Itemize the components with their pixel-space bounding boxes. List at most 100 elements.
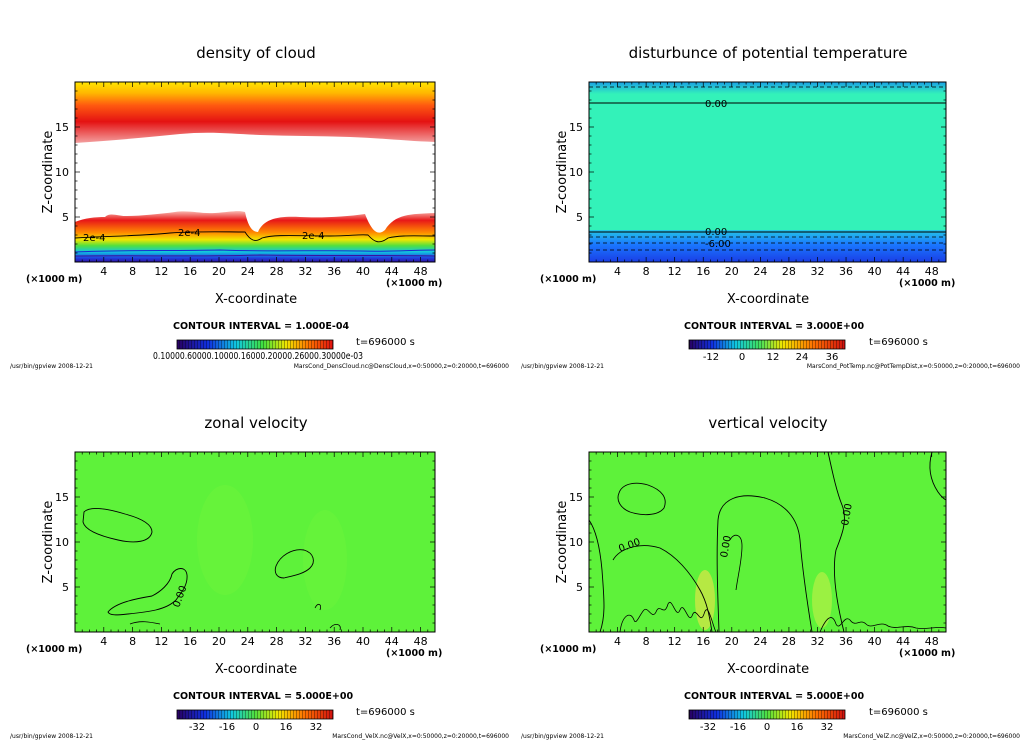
- x-tick-label: 32: [298, 265, 312, 278]
- contour-line: [82, 507, 153, 543]
- x-unit-label-right: (×1000 m): [386, 278, 442, 289]
- x-tick-label: 12: [154, 635, 168, 648]
- x-tick-label: 8: [643, 635, 650, 648]
- time-label: t=696000 s: [356, 707, 415, 718]
- footer-left: /usr/bin/gpview 2008-12-21: [521, 733, 604, 740]
- contour-interval: CONTOUR INTERVAL = 1.000E-04: [173, 321, 349, 332]
- x-tick-label: 28: [782, 265, 796, 278]
- contour-interval: CONTOUR INTERVAL = 3.000E+00: [684, 321, 864, 332]
- y-tick-label: 10: [569, 536, 583, 549]
- colorbar-tick: -32: [189, 722, 205, 733]
- x-tick-label: 40: [868, 635, 882, 648]
- contour-label: 2e-4: [178, 228, 201, 239]
- footer-right: MarsCond_PotTemp.nc@PotTempDist,x=0:5000…: [807, 363, 1020, 370]
- x-tick-label: 16: [183, 635, 197, 648]
- y-ticks: 5 10 15: [569, 81, 946, 263]
- x-unit-label-left: (×1000 m): [26, 274, 82, 285]
- x-tick-label: 44: [385, 265, 399, 278]
- colorbar-tick: 0: [764, 722, 770, 733]
- x-tick-label: 36: [839, 635, 853, 648]
- x-tick-label: 24: [753, 265, 767, 278]
- colorbar-tick: 0: [739, 352, 745, 363]
- panel-density-of-cloud: density of cloud 2e-4 2e-4 2e-4 4 8 12 16 20…: [10, 44, 509, 370]
- x-tick-label: 4: [100, 265, 107, 278]
- x-axis-label: X-coordinate: [727, 662, 809, 677]
- y-tick-label: 5: [62, 581, 69, 594]
- footer-left: /usr/bin/gpview 2008-12-21: [521, 363, 604, 370]
- colorbar-tick: -12: [703, 352, 719, 363]
- colorbar-tick: 0: [253, 722, 259, 733]
- colorbar-labels: 0.10000.60000.10000.16000.20000.26000.30…: [153, 351, 363, 362]
- x-tick-label: 20: [725, 635, 739, 648]
- x-tick-label: 48: [925, 635, 939, 648]
- contour-label: 2e-4: [302, 231, 325, 242]
- y-tick-label: 15: [55, 121, 69, 134]
- contour-line: [74, 231, 436, 243]
- y-tick-label: 10: [55, 536, 69, 549]
- y-axis-label: Z-coordinate: [555, 501, 570, 584]
- y-tick-label: 15: [55, 491, 69, 504]
- x-tick-label: 20: [212, 635, 226, 648]
- colorbar-tick: 16: [791, 722, 804, 733]
- y-ticks: 5 10 15: [569, 451, 946, 633]
- x-axis-label: X-coordinate: [215, 292, 297, 307]
- contour-line: [274, 549, 314, 579]
- colorbar: [176, 709, 334, 720]
- colorbar-tick: -32: [700, 722, 716, 733]
- contour-interval: CONTOUR INTERVAL = 5.000E+00: [173, 691, 353, 702]
- x-tick-label: 40: [356, 635, 370, 648]
- footer-right: MarsCond_VelX.nc@VelX,x=0:50000,z=0:2000…: [332, 733, 509, 740]
- contour-label: 2e-4: [83, 233, 106, 244]
- x-tick-label: 16: [183, 265, 197, 278]
- time-label: t=696000 s: [356, 337, 415, 348]
- contour-line: [716, 495, 813, 633]
- x-tick-label: 24: [753, 635, 767, 648]
- contour-label: -6.00: [705, 239, 731, 250]
- x-unit-label-right: (×1000 m): [386, 648, 442, 659]
- x-tick-label: 36: [839, 265, 853, 278]
- x-tick-label: 8: [129, 635, 136, 648]
- plot-field: [75, 452, 435, 632]
- colorbar-tick: -16: [219, 722, 235, 733]
- x-tick-label: 32: [298, 635, 312, 648]
- contour-label: 0.00: [719, 535, 734, 559]
- x-tick-label: 16: [696, 265, 710, 278]
- x-tick-label: 24: [241, 265, 255, 278]
- x-unit-label-left: (×1000 m): [26, 644, 82, 655]
- x-tick-label: 44: [896, 265, 910, 278]
- y-axis-label: Z-coordinate: [41, 501, 56, 584]
- x-unit-label-right: (×1000 m): [899, 278, 955, 289]
- x-tick-label: 12: [668, 635, 682, 648]
- x-tick-label: 8: [129, 265, 136, 278]
- x-tick-label: 28: [782, 635, 796, 648]
- x-ticks: 4 8 12 16 20 24 28 32 36 40 44 48: [74, 452, 436, 648]
- x-tick-label: 12: [668, 265, 682, 278]
- colorbar-tick: 12: [767, 352, 780, 363]
- x-tick-label: 20: [212, 265, 226, 278]
- lower-cloud-layer: [75, 211, 435, 262]
- x-tick-label: 12: [154, 265, 168, 278]
- contour-line: [617, 482, 666, 516]
- x-tick-label: 4: [614, 635, 621, 648]
- panel-zonal-velocity: zonal velocity 0.00 4 8 12 16 20 24 28 32 36 40 44…: [10, 414, 509, 740]
- x-ticks: 4 8 12 16 20 24 28 32 36 40 44 48: [588, 452, 947, 648]
- x-axis-label: X-coordinate: [215, 662, 297, 677]
- contour-interval: CONTOUR INTERVAL = 5.000E+00: [684, 691, 864, 702]
- colorbar: [688, 709, 846, 720]
- plot-field: [74, 82, 436, 262]
- x-tick-label: 4: [100, 635, 107, 648]
- contour-label: 0.00: [705, 99, 727, 110]
- x-tick-label: 48: [925, 265, 939, 278]
- colorbar-tick: -16: [730, 722, 746, 733]
- x-ticks: 4 8 12 16 20 24 28 32 36 40 44 48: [588, 82, 947, 278]
- y-tick-label: 10: [55, 166, 69, 179]
- x-unit-label-left: (×1000 m): [540, 274, 596, 285]
- contour-label: 0.00: [840, 503, 855, 527]
- x-tick-label: 32: [810, 635, 824, 648]
- y-ticks: 5 10 15: [55, 451, 435, 633]
- x-tick-label: 44: [385, 635, 399, 648]
- contour-line: [929, 451, 947, 501]
- y-tick-label: 5: [576, 211, 583, 224]
- plot-field: [588, 451, 947, 633]
